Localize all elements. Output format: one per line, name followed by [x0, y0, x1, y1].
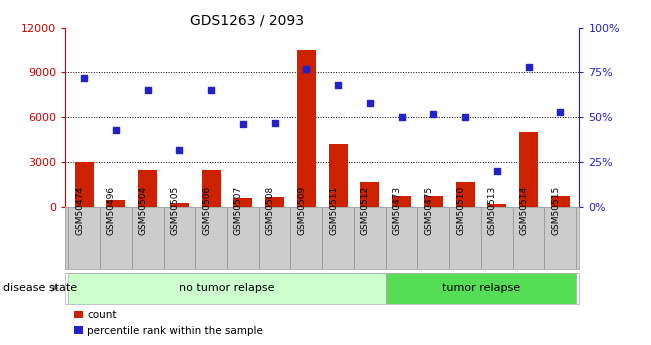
Bar	[456, 181, 475, 207]
Bar	[329, 144, 348, 207]
Point	[206, 88, 216, 93]
Point	[79, 75, 89, 81]
Text: GSM50514: GSM50514	[519, 186, 529, 235]
Text: GSM50475: GSM50475	[424, 186, 434, 235]
Text: GSM50505: GSM50505	[171, 186, 180, 235]
Bar	[265, 197, 284, 207]
Point	[492, 168, 502, 174]
Text: GSM50496: GSM50496	[107, 186, 116, 235]
Text: GSM50515: GSM50515	[551, 186, 561, 235]
Bar	[106, 199, 126, 207]
Text: no tumor relapse: no tumor relapse	[179, 283, 275, 293]
Text: GSM50474: GSM50474	[75, 186, 84, 235]
Bar	[424, 196, 443, 207]
Point	[301, 66, 312, 72]
Bar	[68, 273, 386, 304]
Bar	[297, 50, 316, 207]
Text: GSM50513: GSM50513	[488, 186, 497, 235]
Point	[333, 82, 343, 88]
Point	[143, 88, 153, 93]
Bar	[75, 162, 94, 207]
Bar	[392, 196, 411, 207]
Bar	[170, 203, 189, 207]
Bar	[233, 198, 253, 207]
Point	[111, 127, 121, 132]
Point	[523, 64, 534, 70]
Point	[428, 111, 439, 117]
Legend: count, percentile rank within the sample: count, percentile rank within the sample	[70, 306, 267, 340]
Point	[555, 109, 566, 115]
Text: GDS1263 / 2093: GDS1263 / 2093	[190, 14, 305, 28]
Text: disease state: disease state	[3, 283, 77, 293]
Point	[396, 115, 407, 120]
Text: GSM50509: GSM50509	[298, 186, 307, 235]
Point	[174, 147, 185, 152]
Text: GSM50511: GSM50511	[329, 186, 338, 235]
Text: GSM50512: GSM50512	[361, 186, 370, 235]
Text: tumor relapse: tumor relapse	[442, 283, 520, 293]
Point	[238, 122, 248, 127]
Bar	[488, 204, 506, 207]
Point	[460, 115, 470, 120]
Bar	[138, 170, 157, 207]
Bar	[361, 181, 380, 207]
Text: GSM50473: GSM50473	[393, 186, 402, 235]
Bar	[519, 132, 538, 207]
Text: GSM50510: GSM50510	[456, 186, 465, 235]
Point	[365, 100, 375, 106]
Text: GSM50506: GSM50506	[202, 186, 211, 235]
Bar	[551, 196, 570, 207]
Bar	[386, 273, 576, 304]
Point	[270, 120, 280, 126]
Text: GSM50508: GSM50508	[266, 186, 275, 235]
Bar	[202, 170, 221, 207]
Text: GSM50507: GSM50507	[234, 186, 243, 235]
Text: GSM50504: GSM50504	[139, 186, 148, 235]
